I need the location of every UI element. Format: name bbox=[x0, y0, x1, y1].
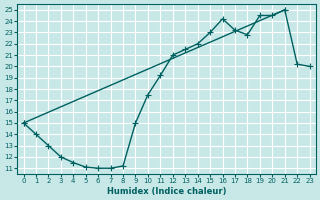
X-axis label: Humidex (Indice chaleur): Humidex (Indice chaleur) bbox=[107, 187, 226, 196]
